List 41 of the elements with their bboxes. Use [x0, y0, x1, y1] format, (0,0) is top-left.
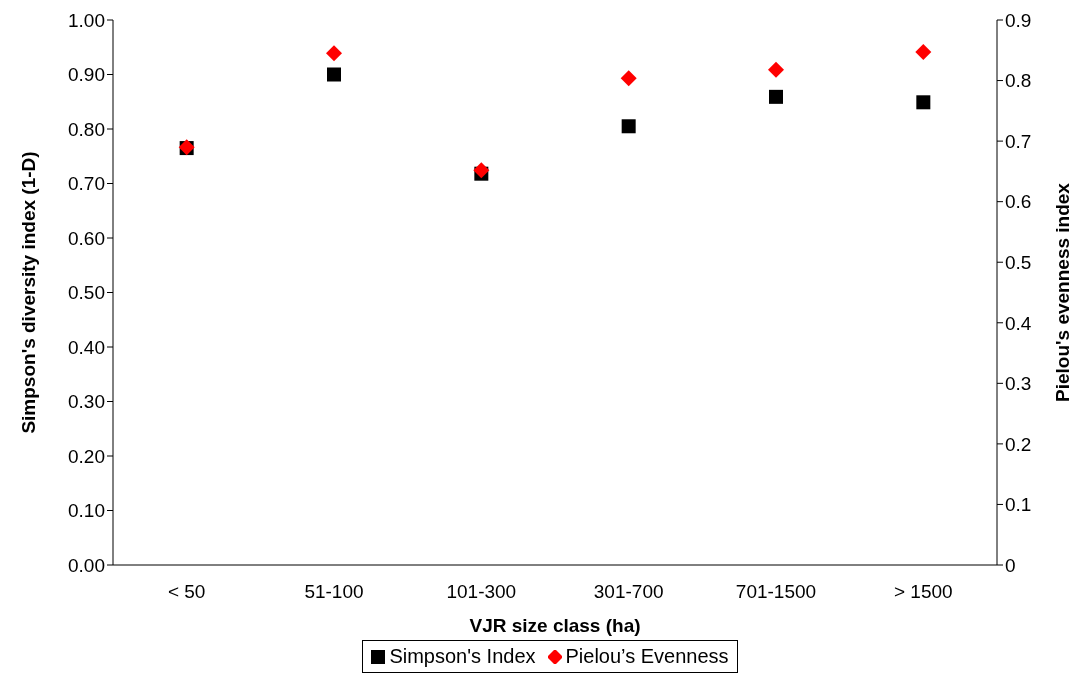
x-tick-label: < 50 [167, 581, 206, 603]
point [620, 70, 637, 87]
legend-label: Simpson's Index [388, 645, 536, 668]
y-tick-label: 0.20 [68, 445, 105, 467]
point [916, 95, 931, 110]
y2-tick-label: 0.8 [1005, 70, 1032, 92]
y2-tick-label: 0.5 [1005, 251, 1032, 273]
y-tick-label: 0.90 [68, 64, 105, 86]
point [915, 44, 932, 61]
point [327, 67, 341, 82]
y-tick-label: 1.00 [68, 9, 105, 31]
legend-label: Pielou’s Evenness [564, 645, 729, 668]
y2-tick-label: 0.3 [1005, 373, 1032, 395]
y-axis-title: Simpson's diversity index (1-D) [17, 151, 39, 434]
x-tick-label: 51-100 [304, 581, 364, 603]
y2-tick-label: 0.2 [1005, 433, 1032, 455]
y2-tick-label: 0 [1005, 554, 1016, 576]
y-tick-label: 0.40 [68, 336, 105, 358]
point [769, 89, 783, 104]
x-tick-label: 101-300 [446, 581, 517, 603]
y2-tick-label: 0.7 [1005, 130, 1032, 152]
point [326, 45, 342, 62]
y2-tick-label: 0.4 [1005, 312, 1032, 334]
y-tick-label: 0.80 [68, 118, 105, 140]
y-tick-label: 0.00 [68, 554, 105, 576]
y2-tick-label: 0.6 [1005, 191, 1032, 213]
x-axis-title: VJR size class (ha) [469, 615, 641, 636]
x-tick-label: > 1500 [894, 581, 953, 603]
y-tick-label: 0.10 [68, 500, 105, 522]
x-tick-label: 701-1500 [735, 581, 817, 603]
y2-tick-label: 0.1 [1005, 494, 1032, 516]
point [768, 61, 784, 78]
point [621, 119, 636, 134]
y-tick-label: 0.60 [68, 227, 105, 249]
y-tick-label: 0.70 [68, 173, 105, 195]
x-tick-label: 301-700 [593, 581, 664, 603]
y2-tick-label: 0.9 [1005, 9, 1032, 31]
point [473, 162, 490, 179]
y-tick-label: 0.50 [68, 282, 105, 304]
y-tick-label: 0.30 [68, 391, 105, 413]
y2-axis-title: Pielou's evenness index [1051, 182, 1073, 402]
